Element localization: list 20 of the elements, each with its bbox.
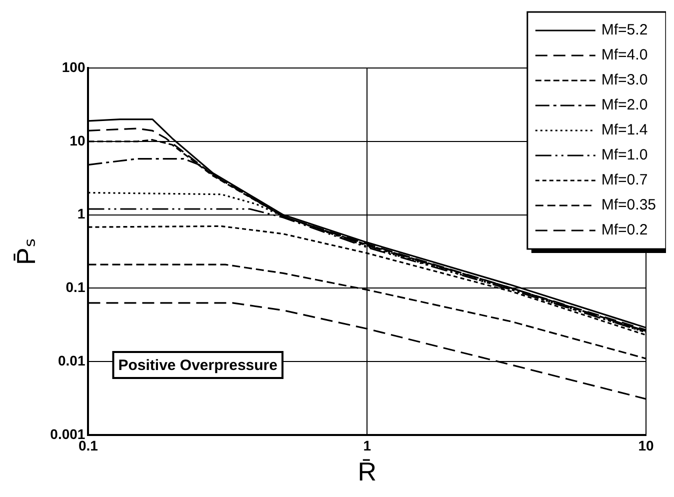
annotation: Positive Overpressure <box>118 357 278 374</box>
y-tick-label: 0.01 <box>58 352 86 368</box>
legend-label: Mf=1.4 <box>601 122 648 139</box>
y-tick-label: 100 <box>62 58 86 75</box>
legend-label: Mf=0.7 <box>601 172 648 189</box>
legend-label: Mf=5.2 <box>601 22 648 39</box>
y-tick-label: 0.1 <box>66 279 86 296</box>
legend-label: Mf=4.0 <box>601 46 648 64</box>
legend-label: Mf=1.0 <box>601 146 648 164</box>
legend-label: Mf=0.2 <box>601 222 648 239</box>
y-tick-label: 0.001 <box>50 426 86 442</box>
legend-label: Mf=0.35 <box>601 196 656 214</box>
legend-label: Mf=3.0 <box>601 72 648 89</box>
x-tick-label: 1 <box>363 437 372 454</box>
y-tick-label: 1 <box>77 206 86 222</box>
x-axis-title: R̄ <box>358 456 377 487</box>
legend-label: Mf=2.0 <box>601 96 648 114</box>
y-tick-label: 10 <box>70 132 86 148</box>
x-tick-label: 10 <box>638 437 654 454</box>
y-axis-title: P̄ₛ <box>10 238 41 266</box>
